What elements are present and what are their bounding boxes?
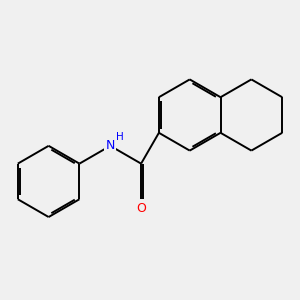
Text: O: O xyxy=(136,202,146,215)
Text: H: H xyxy=(116,132,123,142)
Text: N: N xyxy=(106,139,115,152)
